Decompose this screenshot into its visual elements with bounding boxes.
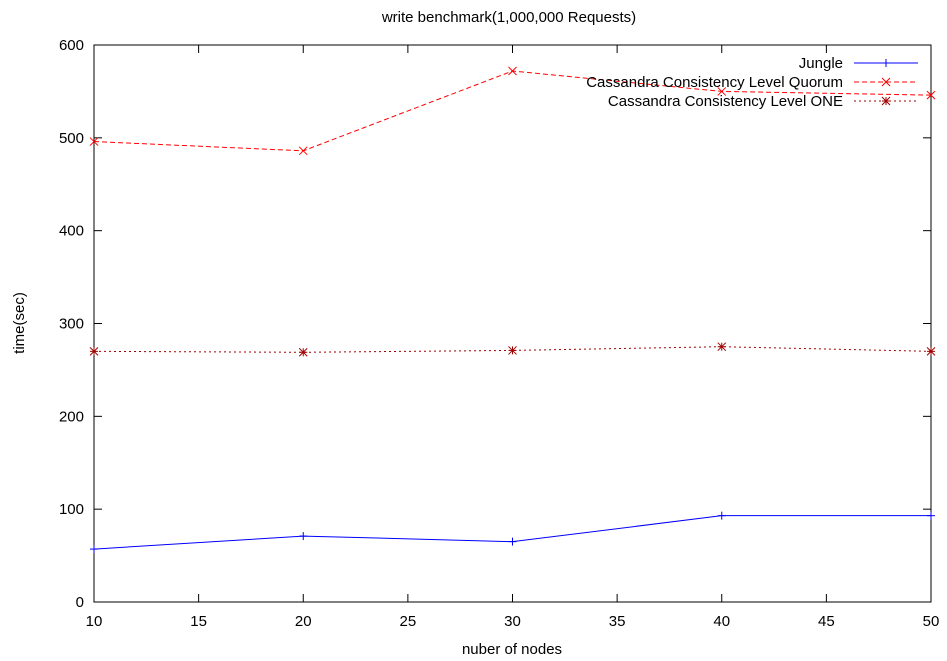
y-tick-label: 0 [76, 594, 84, 611]
marker-cross-b [508, 66, 517, 76]
marker-star-b [881, 96, 891, 106]
series-layer [89, 66, 936, 554]
data-point [299, 532, 308, 541]
marker-cross-b [926, 90, 936, 100]
data-point [717, 87, 727, 96]
marker-star-b [717, 342, 727, 352]
marker-cross-b [717, 87, 727, 96]
x-axis-label: nuber of nodes [462, 641, 562, 658]
y-tick-label: 400 [59, 223, 84, 240]
series-2 [89, 342, 936, 357]
data-point [508, 66, 517, 76]
y-axis-label: time(sec) [11, 292, 28, 354]
marker-cross-b [881, 77, 891, 87]
data-point [881, 77, 891, 87]
data-point [926, 346, 936, 356]
data-point [298, 146, 308, 156]
x-tick-label: 10 [86, 613, 103, 630]
legend: Jungle Cassandra Consistency Level Quorum… [586, 55, 918, 110]
marker-cross-b [298, 146, 308, 156]
y-tick-label: 600 [59, 37, 84, 54]
data-point [882, 59, 890, 67]
marker-cross-b [89, 137, 99, 146]
legend-entry: Jungle [799, 55, 918, 72]
data-point [508, 346, 517, 355]
x-tick-label: 50 [923, 613, 940, 630]
data-point [89, 346, 99, 356]
data-point [717, 511, 726, 520]
data-point [717, 342, 727, 352]
data-point [89, 137, 99, 146]
data-point [927, 511, 935, 520]
series-0 [90, 511, 935, 554]
y-tick-label: 300 [59, 316, 84, 333]
legend-label: Jungle [799, 55, 843, 72]
legend-label: Cassandra Consistency Level Quorum [586, 74, 843, 91]
x-tick-label: 40 [713, 613, 730, 630]
series-1 [89, 66, 936, 156]
marker-star-b [926, 346, 936, 356]
y-tick-label: 500 [59, 130, 84, 147]
data-point [508, 537, 517, 546]
y-tick-label: 100 [59, 501, 84, 518]
legend-label: Cassandra Consistency Level ONE [608, 93, 843, 110]
data-point [881, 96, 891, 106]
x-tick-label: 45 [818, 613, 835, 630]
x-tick-label: 35 [609, 613, 626, 630]
data-point [926, 90, 936, 100]
y-axis: 0 100 200 300 400 500 600 [59, 37, 931, 611]
data-point [298, 347, 308, 357]
x-tick-label: 30 [504, 613, 521, 630]
marker-star-b [298, 347, 308, 357]
x-tick-label: 15 [190, 613, 207, 630]
data-point [90, 545, 98, 554]
legend-entry: Cassandra Consistency Level Quorum [586, 74, 918, 91]
x-axis: 10 15 20 25 30 35 40 45 50 [86, 45, 940, 630]
y-tick-label: 200 [59, 408, 84, 425]
chart-title: write benchmark(1,000,000 Requests) [381, 9, 636, 26]
marker-star-b [89, 346, 99, 356]
x-tick-label: 20 [295, 613, 312, 630]
plot-frame [93, 44, 932, 603]
x-tick-label: 25 [400, 613, 417, 630]
marker-star-b [508, 346, 517, 355]
legend-entry: Cassandra Consistency Level ONE [608, 93, 918, 110]
